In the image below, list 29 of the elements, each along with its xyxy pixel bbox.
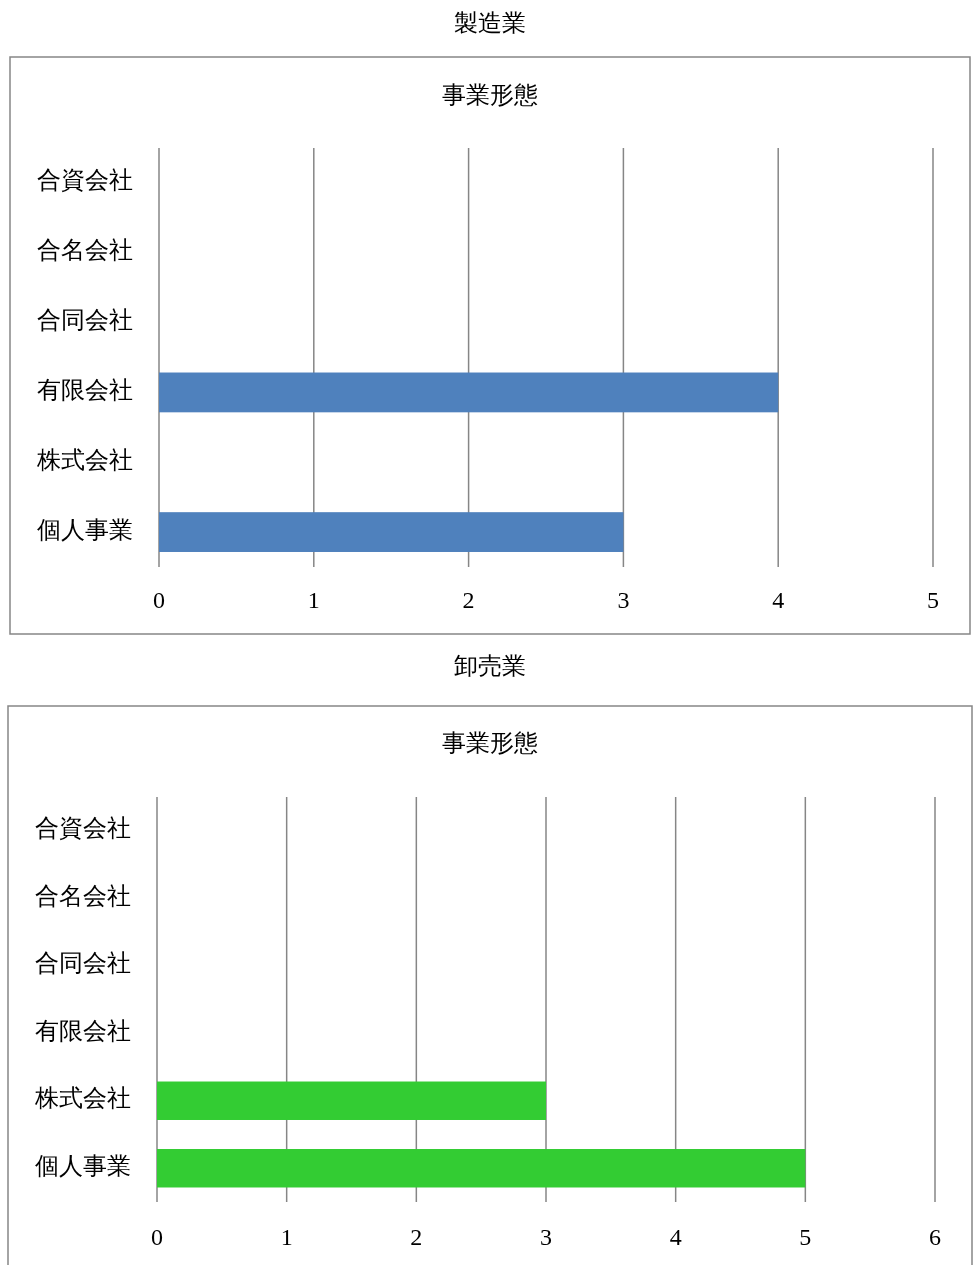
y-tick-label: 有限会社 [37, 376, 133, 403]
x-tick-label: 4 [669, 1223, 682, 1250]
x-tick-label: 1 [280, 1223, 293, 1250]
x-tick-label: 6 [929, 1223, 941, 1250]
y-tick-label: 個人事業 [37, 516, 133, 543]
x-tick-label: 2 [462, 586, 475, 613]
y-tick-label: 株式会社 [34, 1085, 131, 1112]
chart-subtitle: 事業形態 [442, 81, 538, 108]
y-tick-label: 合資会社 [37, 167, 133, 194]
y-tick-label: 合名会社 [37, 237, 133, 264]
x-tick-label: 3 [617, 586, 630, 613]
x-tick-label: 5 [927, 586, 939, 613]
y-tick-label: 合名会社 [35, 882, 131, 909]
x-tick-label: 0 [151, 1223, 163, 1250]
chart-title: 卸売業 [454, 652, 526, 679]
x-tick-label: 5 [799, 1223, 812, 1250]
chart-subtitle: 事業形態 [442, 729, 538, 756]
y-tick-label: 合資会社 [35, 815, 131, 842]
x-tick-label: 1 [307, 586, 320, 613]
y-tick-label: 合同会社 [37, 307, 133, 334]
x-tick-label: 2 [410, 1223, 423, 1250]
x-tick-label: 4 [772, 586, 785, 613]
y-tick-label: 有限会社 [35, 1017, 131, 1044]
y-tick-label: 合同会社 [35, 950, 131, 977]
x-tick-label: 3 [540, 1223, 552, 1250]
y-tick-label: 個人事業 [35, 1152, 131, 1179]
x-tick-label: 0 [153, 586, 165, 613]
chart-title: 製造業 [454, 9, 526, 36]
y-tick-label: 株式会社 [36, 446, 133, 473]
